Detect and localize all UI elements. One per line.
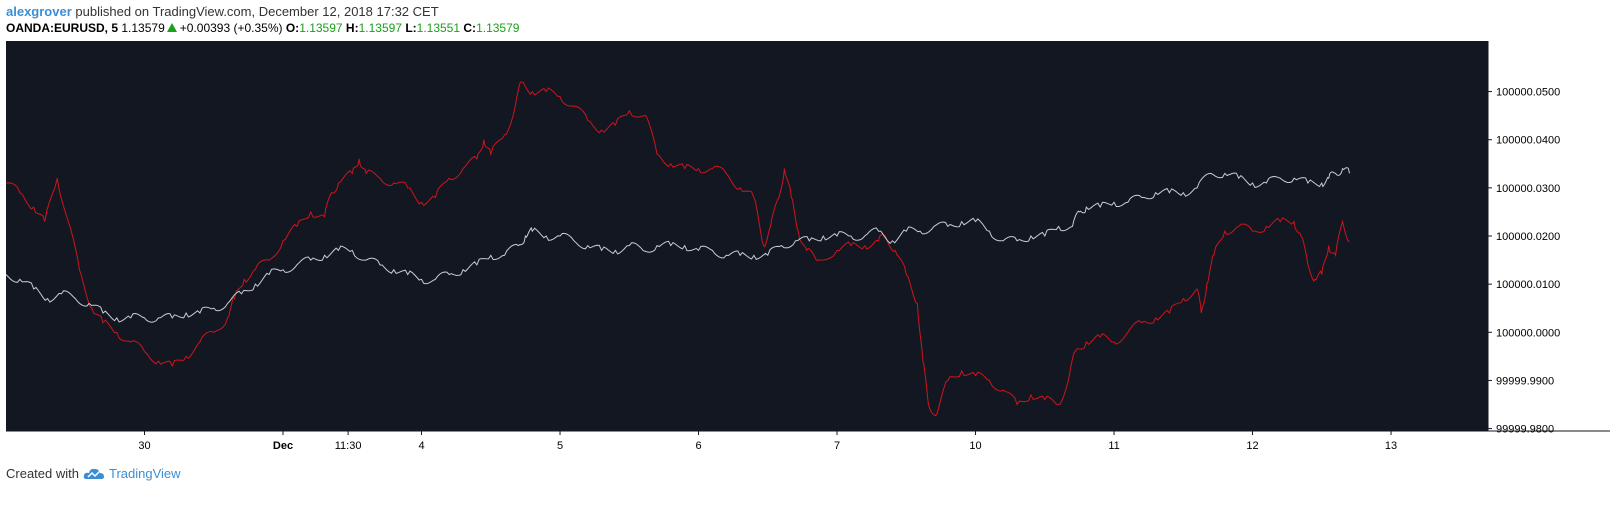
chart-area[interactable]: 100000.0500 100000.0400 100000.0300 100000.…	[6, 41, 1610, 456]
x-tick-label: 11:30	[335, 440, 362, 452]
y-tick-label: 99999.9900	[1496, 375, 1554, 387]
tradingview-cloud-icon	[83, 468, 104, 479]
price-axis-panel	[1488, 41, 1610, 431]
created-with-text: Created with	[6, 466, 79, 481]
open-label: O:	[285, 21, 300, 35]
close-value: 1.13579	[476, 21, 520, 35]
x-tick-label: 4	[418, 440, 424, 452]
y-tick-label: 100000.0200	[1496, 231, 1560, 243]
x-tick-label: Dec	[273, 440, 293, 452]
publish-line: alexgrover published on TradingView.com,…	[6, 4, 439, 19]
high-label: H:	[345, 21, 359, 35]
y-tick-label: 100000.0100	[1496, 279, 1560, 291]
y-tick-label: 100000.0500	[1496, 87, 1560, 99]
author-link[interactable]: alexgrover	[6, 4, 72, 19]
y-tick-label: 100000.0400	[1496, 135, 1560, 147]
close-label: C:	[463, 21, 477, 35]
footer: Created with TradingView	[6, 466, 181, 481]
x-tick-label: 5	[557, 440, 563, 452]
price-chart[interactable]: 100000.0500 100000.0400 100000.0300 100000.…	[6, 41, 1610, 456]
series-line-1	[6, 81, 1350, 417]
plot-background	[6, 41, 1488, 431]
symbol-label: OANDA:EURUSD, 5	[6, 21, 119, 35]
low-label: L:	[405, 21, 417, 35]
x-tick-label: 13	[1385, 440, 1397, 452]
x-tick-label: 10	[969, 440, 981, 452]
x-tick-label: 7	[834, 440, 840, 452]
price-change: +0.00393 (+0.35%)	[179, 21, 283, 35]
y-tick-label: 100000.0300	[1496, 183, 1560, 195]
published-text: published on TradingView.com, December 1…	[75, 4, 439, 19]
tradingview-link[interactable]: TradingView	[108, 466, 181, 481]
last-price: 1.13579	[121, 21, 165, 35]
x-tick-label: 30	[138, 440, 150, 452]
up-triangle-icon	[166, 23, 177, 32]
open-value: 1.13597	[299, 21, 343, 35]
symbol-line: OANDA:EURUSD, 5 1.13579 +0.00393 (+0.35%)…	[6, 21, 519, 35]
x-tick-label: 11	[1108, 440, 1119, 452]
low-value: 1.13551	[416, 21, 461, 35]
x-tick-label: 12	[1246, 440, 1258, 452]
x-tick-label: 6	[695, 440, 701, 452]
high-value: 1.13597	[358, 21, 402, 35]
y-tick-label: 99999.9800	[1496, 424, 1554, 436]
y-tick-label: 100000.0000	[1496, 327, 1560, 339]
series-line-2	[6, 167, 1350, 323]
